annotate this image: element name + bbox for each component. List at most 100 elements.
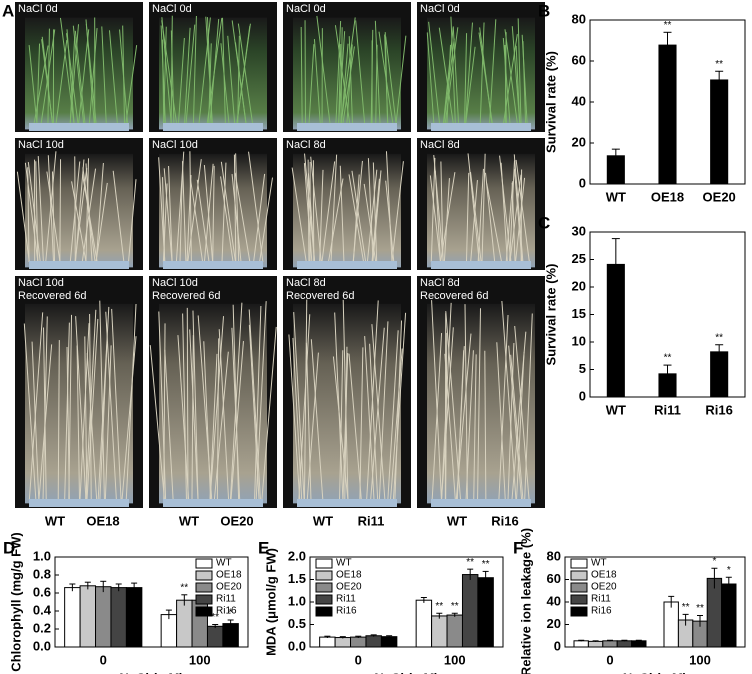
pot	[297, 123, 397, 131]
leaf	[511, 26, 521, 125]
y-tick-label: 0	[579, 388, 586, 403]
photo-label: NaCl 8d	[420, 277, 460, 289]
leaf	[298, 314, 311, 501]
leaf	[372, 170, 382, 263]
leaf	[348, 36, 353, 125]
leaf	[192, 310, 199, 501]
leaf	[89, 313, 92, 501]
leaf	[306, 352, 319, 501]
leaf	[300, 26, 303, 125]
photo-label: NaCl 8d	[286, 139, 326, 151]
leaf	[370, 327, 385, 501]
error-bar	[668, 595, 675, 608]
panel-label: D	[3, 538, 15, 557]
leaf	[496, 342, 506, 501]
error-bar	[436, 612, 443, 619]
leaf	[369, 343, 379, 501]
bar	[350, 636, 367, 648]
significance-label: **	[715, 332, 723, 343]
leaf	[55, 39, 68, 125]
leaf	[84, 336, 88, 501]
leaf	[433, 155, 444, 263]
leaf	[203, 341, 212, 501]
leaf	[505, 181, 514, 263]
legend-swatch	[315, 570, 333, 581]
legend-swatch	[315, 558, 333, 569]
leaf	[158, 157, 166, 263]
leaf	[189, 151, 192, 263]
leaf	[428, 21, 441, 125]
y-tick-label: 1.0	[33, 548, 51, 563]
leaf	[16, 171, 30, 263]
leaf	[515, 177, 526, 263]
leaf	[220, 161, 236, 263]
plot-frame	[54, 556, 249, 648]
x-tick-label: Ri16	[705, 402, 732, 417]
panel-label: E	[258, 538, 269, 557]
bar	[663, 601, 679, 648]
leaf	[515, 159, 530, 263]
legend-label: Ri11	[336, 594, 356, 605]
y-tick-label: 15	[572, 306, 586, 321]
leaf	[209, 353, 218, 501]
bar	[606, 155, 625, 184]
leaf	[366, 300, 379, 501]
significance-label: **	[451, 601, 459, 612]
genotype-label: WT	[45, 513, 65, 528]
legend-swatch	[315, 606, 333, 617]
leaf	[470, 180, 478, 263]
x-axis-label: NaCl (mM)	[374, 670, 438, 674]
bar	[160, 614, 178, 648]
bar	[706, 577, 723, 648]
error-bar	[370, 634, 377, 637]
leaf	[237, 23, 254, 125]
y-tick-label: 60	[572, 52, 586, 67]
y-tick-label: 0.0	[288, 638, 306, 653]
plot-frame	[564, 556, 746, 648]
pot	[29, 499, 129, 507]
leaf	[332, 356, 349, 501]
leaf	[484, 350, 487, 501]
leaf	[486, 183, 503, 263]
leaf	[335, 20, 342, 125]
leaf	[66, 29, 75, 125]
error-bar	[715, 70, 724, 88]
leaf	[97, 306, 110, 501]
leaf	[149, 345, 166, 501]
y-tick-label: 5	[579, 361, 586, 376]
bar	[631, 640, 647, 648]
leaf	[209, 316, 225, 501]
pot	[431, 123, 531, 131]
bar	[176, 599, 193, 648]
bar	[415, 599, 433, 648]
y-tick-label: 0.4	[33, 602, 52, 617]
legend-label: OE18	[216, 570, 242, 581]
leaf	[507, 342, 515, 501]
leaf	[47, 155, 55, 263]
y-tick-label: 25	[572, 251, 586, 266]
photo-label: Recovered 6d	[420, 290, 489, 302]
significance-label: **	[435, 601, 443, 612]
bar	[587, 640, 604, 648]
genotype-label: WT	[313, 513, 333, 528]
panel-label: F	[513, 538, 523, 557]
plot-frame	[589, 19, 746, 185]
error-bar	[386, 635, 393, 638]
y-tick-label: 0.2	[33, 620, 51, 635]
leaf	[59, 159, 62, 263]
error-bar	[711, 567, 718, 589]
legend-label: OE20	[336, 582, 362, 593]
leaf	[24, 162, 39, 263]
error-bar	[715, 344, 724, 358]
leaf	[431, 300, 442, 501]
leaf	[334, 25, 351, 125]
leaf	[385, 151, 393, 263]
leaf	[254, 305, 262, 501]
photo-label: NaCl 0d	[420, 3, 460, 15]
leaf	[66, 346, 70, 501]
leaf	[95, 182, 108, 263]
leaf	[170, 15, 173, 125]
legend-swatch	[195, 570, 213, 581]
leaf	[185, 24, 196, 125]
